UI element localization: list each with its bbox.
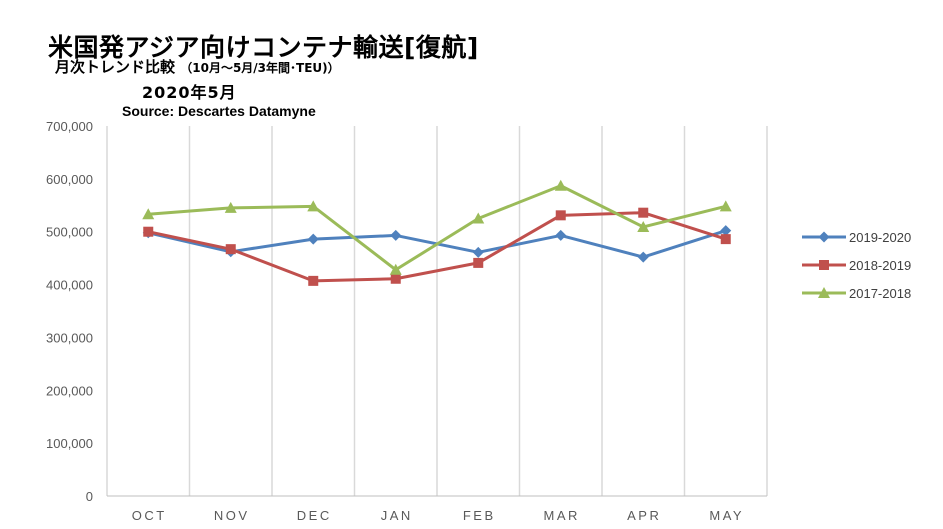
data-point-2019-2020 bbox=[637, 251, 649, 263]
data-point-2018-2019 bbox=[473, 257, 484, 268]
legend-marker-2017-2018 bbox=[818, 287, 830, 298]
series-line-2017-2018 bbox=[148, 184, 727, 272]
x-tick-label: FEB bbox=[463, 508, 496, 523]
legend-marker-2019-2020 bbox=[818, 231, 830, 243]
data-point-2017-2018 bbox=[554, 179, 567, 191]
legend-marker-2018-2019 bbox=[819, 260, 829, 270]
x-tick-label: NOV bbox=[214, 508, 250, 523]
data-point-2017-2018 bbox=[472, 212, 485, 224]
y-tick-label: 700,000 bbox=[46, 119, 93, 134]
data-point-2017-2018 bbox=[142, 208, 155, 220]
data-point-2018-2019 bbox=[555, 210, 566, 221]
y-tick-label: 600,000 bbox=[46, 172, 93, 187]
x-tick-label: APR bbox=[627, 508, 661, 523]
y-tick-label: 300,000 bbox=[46, 330, 93, 345]
data-point-2017-2018 bbox=[307, 200, 320, 212]
legend-label: 2019-2020 bbox=[849, 230, 911, 245]
legend-label: 2018-2019 bbox=[849, 258, 911, 273]
data-point-2017-2018 bbox=[389, 263, 402, 275]
data-point-2018-2019 bbox=[143, 226, 154, 237]
x-tick-label: JAN bbox=[381, 508, 413, 523]
data-point-2019-2020 bbox=[555, 229, 567, 241]
data-point-2018-2019 bbox=[390, 273, 401, 284]
data-point-2017-2018 bbox=[224, 201, 237, 213]
chart-title: 米国発アジア向けコンテナ輸送[復航] bbox=[48, 33, 479, 62]
series-line-2018-2019 bbox=[147, 211, 727, 283]
data-point-2018-2019 bbox=[308, 275, 319, 286]
chart-subtitle: 月次トレンド比較 （10月～5月/3年間･TEU)） bbox=[55, 56, 340, 77]
data-point-2019-2020 bbox=[307, 233, 319, 245]
x-tick-label: DEC bbox=[297, 508, 332, 523]
y-tick-label: 0 bbox=[86, 489, 93, 504]
x-tick-label: MAY bbox=[709, 508, 744, 523]
data-point-2018-2019 bbox=[638, 207, 649, 218]
chart-source: Source: Descartes Datamyne bbox=[122, 103, 316, 119]
legend-label: 2017-2018 bbox=[849, 286, 911, 301]
x-tick-label: MAR bbox=[544, 508, 580, 523]
y-tick-label: 400,000 bbox=[46, 278, 93, 293]
data-point-2017-2018 bbox=[719, 200, 732, 212]
data-point-2019-2020 bbox=[720, 225, 732, 237]
chart-date: 2020年5月 bbox=[142, 83, 237, 102]
y-tick-label: 500,000 bbox=[46, 225, 93, 240]
data-point-2019-2020 bbox=[472, 246, 484, 258]
data-point-2019-2020 bbox=[390, 229, 402, 241]
y-tick-label: 200,000 bbox=[46, 383, 93, 398]
data-point-2018-2019 bbox=[225, 244, 236, 255]
subtitle-main: 月次トレンド比較 bbox=[55, 58, 176, 76]
data-point-2017-2018 bbox=[637, 220, 650, 232]
data-point-2018-2019 bbox=[720, 234, 731, 245]
y-tick-label: 100,000 bbox=[46, 436, 93, 451]
x-tick-label: OCT bbox=[132, 508, 167, 523]
subtitle-note: （10月～5月/3年間･TEU)） bbox=[180, 61, 340, 75]
